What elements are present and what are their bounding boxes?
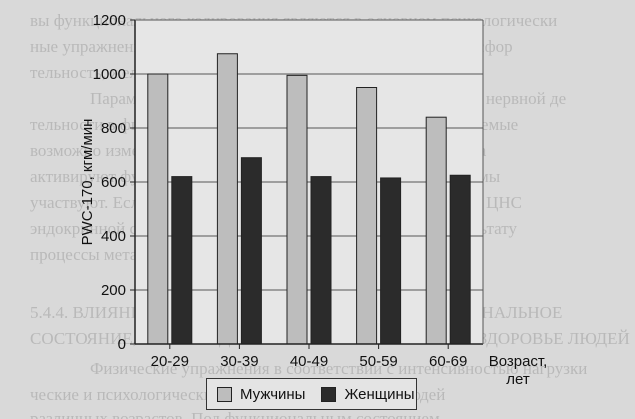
y-tick-label: 800 [101,120,126,137]
y-tick-label: 400 [101,228,126,245]
x-tick-label: 50-59 [359,353,397,370]
y-tick-label: 0 [118,336,126,353]
legend-label-female: Женщины [344,385,415,403]
bar-female [380,177,402,345]
x-tick-label: 60-69 [429,353,467,370]
x-axis-label: Возраст, [489,353,548,370]
bar-male [356,87,378,345]
legend-item-male: Мужчины [217,386,305,403]
legend-label-male: Мужчины [240,385,306,403]
plot-area: 0 200 400 600 800 1000 1200 20-29 30-39 40-49 50-5… [79,12,547,388]
bar-female [171,176,193,345]
y-tick-label: 1000 [93,66,126,83]
bar-male [147,73,169,345]
x-tick-label: 30-39 [220,353,258,370]
bar-male [286,74,308,345]
bar-female [240,157,262,345]
bar-male [216,53,238,345]
y-tick-label: 600 [101,174,126,191]
legend-item-female: Женщины [321,385,415,403]
x-tick-label: 40-49 [290,353,328,370]
y-tick-label: 200 [101,282,126,299]
bar-female [310,176,332,345]
legend-swatch-male [217,386,232,402]
y-axis-label: PWC-170, кгм/мин [79,119,96,246]
x-tick-label: 20-29 [151,353,189,370]
legend: Мужчины Женщины [206,378,417,410]
bar-male [425,116,447,345]
x-axis-label: лет [506,371,530,388]
y-tick-label: 1200 [93,12,126,29]
bar-female [449,174,471,345]
legend-swatch-female [321,386,337,402]
